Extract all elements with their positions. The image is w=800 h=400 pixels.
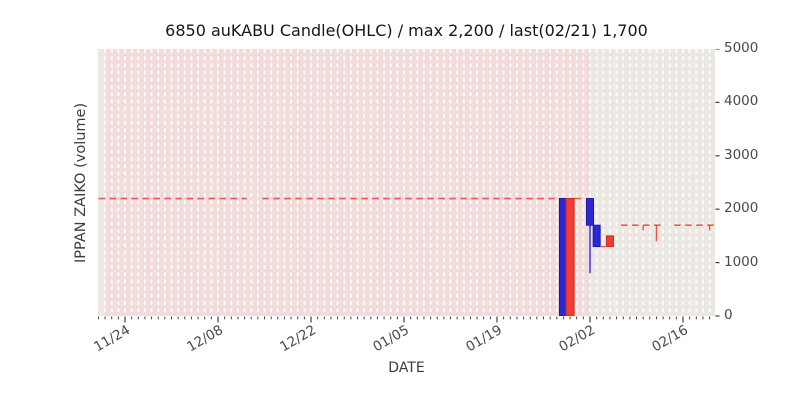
x-tick-label: 02/02 xyxy=(556,322,599,356)
y-tick-label: 4000 xyxy=(724,93,759,110)
y-tick-label: 3000 xyxy=(724,146,759,163)
candle-02-03 xyxy=(592,224,601,248)
x-tick-label: 01/19 xyxy=(463,322,506,356)
candle-01-30 xyxy=(565,198,575,316)
candle-02-02 xyxy=(586,198,595,274)
candle-body xyxy=(586,198,595,226)
x-axis-label: DATE xyxy=(388,360,425,376)
candlestick-canvas xyxy=(98,49,715,316)
candle-body xyxy=(565,198,575,316)
candle-02-05 xyxy=(605,235,614,248)
x-tick-label: 02/16 xyxy=(649,322,692,356)
x-gridlines xyxy=(104,49,711,316)
y-tick-label: 1000 xyxy=(724,253,759,270)
y-tick-label: 0 xyxy=(724,307,733,323)
candle-body xyxy=(605,235,614,248)
y-axis-ticks xyxy=(715,49,720,317)
x-tick-label: 11/24 xyxy=(91,322,133,356)
chart-title: 6850 auKABU Candle(OHLC) / max 2,200 / l… xyxy=(165,21,648,40)
plot-area xyxy=(98,49,715,316)
candle-body xyxy=(592,224,601,248)
y-axis-label: IPPAN ZAIKO (volume) xyxy=(73,102,89,263)
x-tick-label: 12/22 xyxy=(277,322,320,356)
x-tick-label: 01/05 xyxy=(370,322,413,356)
shaded-region xyxy=(105,49,591,316)
y-tick-label: 2000 xyxy=(724,200,759,217)
y-tick-label: 5000 xyxy=(724,40,759,56)
x-axis-ticks xyxy=(98,316,711,323)
x-tick-label: 12/08 xyxy=(184,322,227,356)
